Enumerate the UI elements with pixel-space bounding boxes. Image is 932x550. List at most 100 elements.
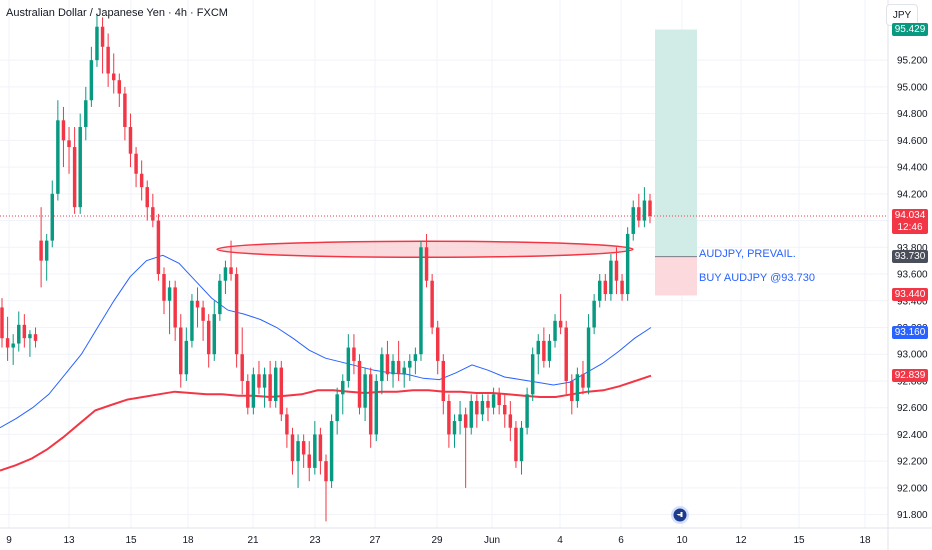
candle-body xyxy=(201,307,205,321)
candle-body xyxy=(564,327,568,381)
price-axis: 91.800 92.000 92.200 92.400 92.600 92.800 93.0… xyxy=(887,0,932,550)
candle-body xyxy=(84,100,88,127)
price-tick-label: 94.600 xyxy=(897,136,928,147)
chart-grid xyxy=(0,0,888,528)
candle-body xyxy=(179,327,183,375)
time-tick-label: 15 xyxy=(125,535,137,546)
candle-body xyxy=(5,338,10,348)
candle-body xyxy=(139,173,144,188)
price-tick-label: 93.000 xyxy=(897,350,928,361)
candle-body xyxy=(536,340,541,355)
candle-body xyxy=(447,401,451,435)
candle-body xyxy=(441,360,446,402)
candle-body xyxy=(257,374,261,388)
candle-body xyxy=(223,267,228,281)
candle-body xyxy=(279,367,284,415)
candle-body xyxy=(542,340,546,361)
price-tick-label: 92.600 xyxy=(897,403,928,414)
chart-title: Australian Dollar / Japanese Yen · 4h · … xyxy=(6,7,228,19)
candle-body xyxy=(586,327,591,388)
annotation-buy-entry: BUY AUDJPY @93.730 xyxy=(699,272,815,284)
candle-body xyxy=(408,360,412,368)
time-axis: 9 13 15 18 21 23 27 29 Jun 4 6 10 12 15 18 xyxy=(0,527,932,546)
candle-body xyxy=(106,46,110,74)
candle-body xyxy=(145,187,149,208)
candle-body xyxy=(39,240,43,261)
candle-body xyxy=(61,120,66,141)
candle-body xyxy=(335,394,339,422)
candle-body xyxy=(156,220,161,275)
price-tick-label: 95.200 xyxy=(897,56,928,67)
candle-body xyxy=(195,300,200,308)
candle-body xyxy=(72,147,77,208)
ma-fast-price-tag: 93.160 xyxy=(892,325,928,339)
candle-body xyxy=(368,374,373,435)
candle-body xyxy=(134,153,138,174)
time-tick-label: 12 xyxy=(735,535,747,546)
candle-body xyxy=(570,380,574,402)
candle-body xyxy=(296,441,300,462)
risk-reward-zones xyxy=(655,29,697,296)
candle-body xyxy=(631,207,635,234)
candle-body xyxy=(525,394,529,428)
candle-body xyxy=(67,140,71,148)
time-tick-label: Jun xyxy=(484,535,500,546)
candle-body xyxy=(609,260,613,295)
candle-body xyxy=(413,354,418,361)
price-tick-label: 92.800 xyxy=(897,376,928,387)
candle-body xyxy=(625,233,630,295)
candle-body xyxy=(341,380,345,395)
candle-body xyxy=(475,401,479,415)
candle-body xyxy=(268,374,272,402)
candle-body xyxy=(435,327,440,361)
price-tick-label: 94.400 xyxy=(897,163,928,174)
candle-body xyxy=(313,434,317,468)
candle-body xyxy=(285,414,289,435)
candle-body xyxy=(111,73,116,81)
candle-body xyxy=(374,380,379,435)
candle-body xyxy=(167,287,172,301)
candle-body xyxy=(391,360,395,375)
candle-body xyxy=(553,320,557,341)
time-tick-label: 10 xyxy=(676,535,688,546)
candle-body xyxy=(352,347,356,361)
time-tick-label: 21 xyxy=(247,535,259,546)
candle-body xyxy=(458,414,462,422)
stop-price-tag: 93.440 xyxy=(892,288,928,302)
candle-body xyxy=(514,427,518,462)
candle-body xyxy=(95,26,99,61)
time-tick-label: 18 xyxy=(859,535,871,546)
price-tick-label: 91.800 xyxy=(897,510,928,521)
candlesticks xyxy=(0,13,652,522)
moving-averages xyxy=(0,254,652,472)
ma-slow-price-tag: 92.839 xyxy=(892,368,928,382)
candle-body xyxy=(190,300,194,341)
candle-body xyxy=(78,126,82,208)
candle-body xyxy=(530,354,535,395)
time-tick-label: 13 xyxy=(63,535,75,546)
candle-body xyxy=(597,280,602,301)
candle-body xyxy=(0,307,4,339)
candle-body xyxy=(575,374,580,402)
candle-body xyxy=(463,414,468,428)
candle-body xyxy=(363,374,367,408)
candle-body xyxy=(128,126,133,154)
candle-body xyxy=(491,394,496,408)
candle-body xyxy=(547,340,552,361)
candle-body xyxy=(218,280,222,315)
candle-body xyxy=(173,287,177,328)
tradingview-logo-icon[interactable] xyxy=(671,506,689,524)
candle-body xyxy=(206,320,211,355)
current-price-tag: 94.034 xyxy=(892,209,928,222)
candle-body xyxy=(452,421,457,435)
candle-body xyxy=(424,247,429,281)
candle-body xyxy=(28,334,32,339)
candle-body xyxy=(508,414,513,428)
candle-body xyxy=(396,360,401,375)
candle-body xyxy=(486,401,490,408)
candle-body xyxy=(33,334,38,341)
candle-body xyxy=(419,247,423,355)
candle-body xyxy=(50,193,55,241)
time-tick-label: 27 xyxy=(369,535,381,546)
